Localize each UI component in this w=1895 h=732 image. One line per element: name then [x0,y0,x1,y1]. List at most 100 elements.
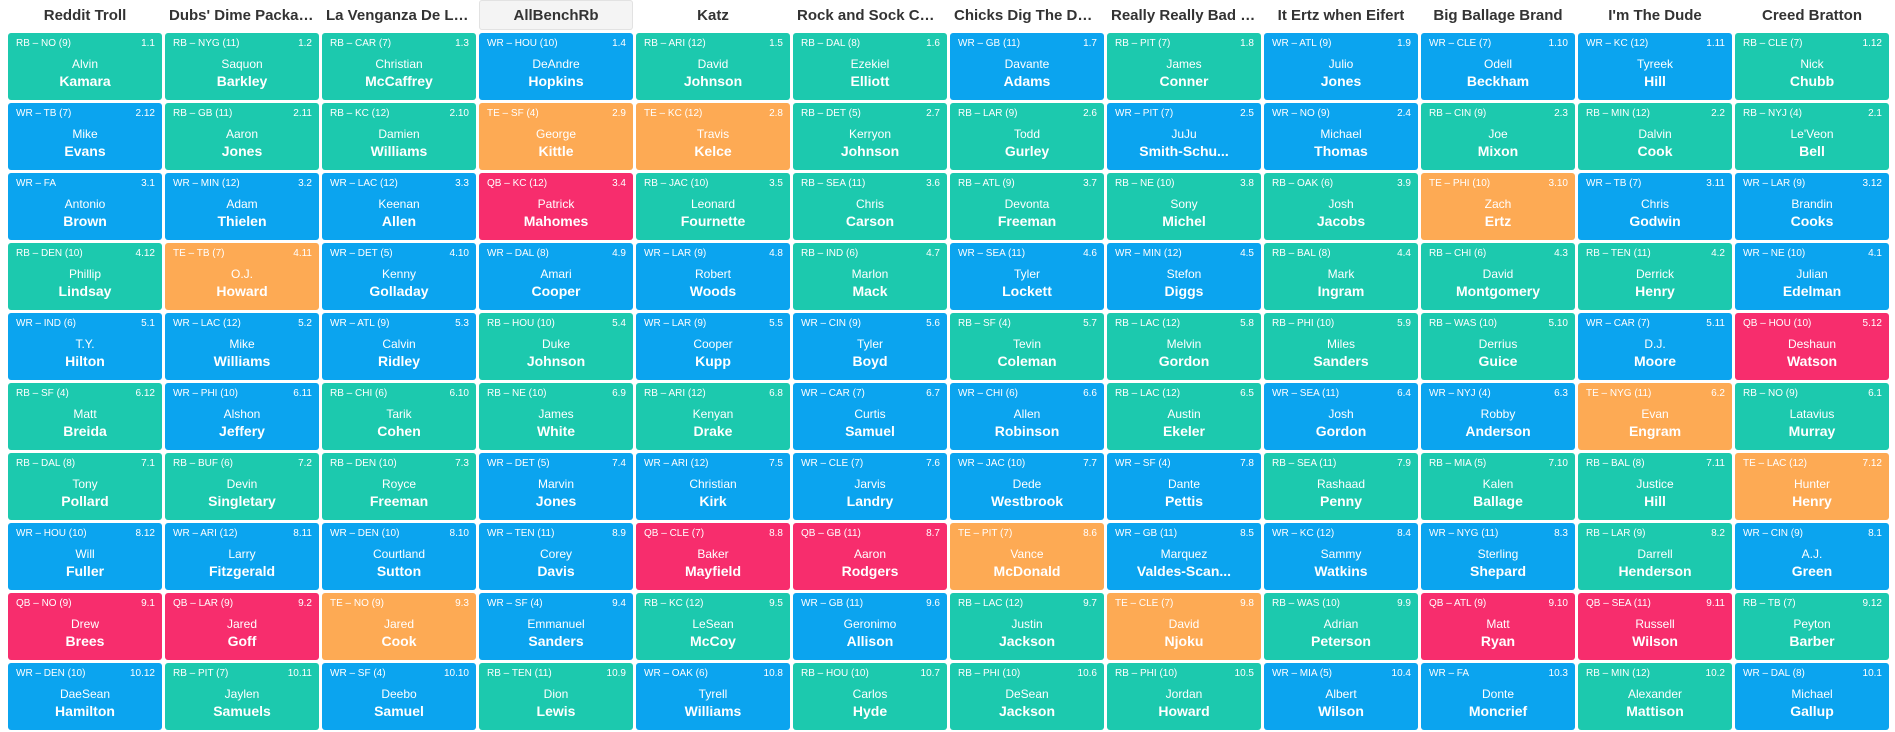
pick-card[interactable]: WR – HOU (10) 8.12 Will Fuller [8,523,162,590]
pick-card[interactable]: RB – CIN (9) 2.3 Joe Mixon [1421,103,1575,170]
pick-card[interactable]: RB – SEA (11) 7.9 Rashaad Penny [1264,453,1418,520]
pick-card[interactable]: RB – DEN (10) 4.12 Phillip Lindsay [8,243,162,310]
team-header[interactable]: Big Ballage Brand [1421,0,1575,30]
pick-card[interactable]: RB – BUF (6) 7.2 Devin Singletary [165,453,319,520]
pick-card[interactable]: QB – HOU (10) 5.12 Deshaun Watson [1735,313,1889,380]
pick-card[interactable]: RB – NE (10) 6.9 James White [479,383,633,450]
pick-card[interactable]: WR – GB (11) 8.5 Marquez Valdes-Scan... [1107,523,1261,590]
team-header[interactable]: Really Really Bad JuJu [1107,0,1261,30]
pick-card[interactable]: WR – HOU (10) 1.4 DeAndre Hopkins [479,33,633,100]
pick-card[interactable]: RB – NYJ (4) 2.1 Le'Veon Bell [1735,103,1889,170]
pick-card[interactable]: WR – LAR (9) 5.5 Cooper Kupp [636,313,790,380]
pick-card[interactable]: WR – CIN (9) 5.6 Tyler Boyd [793,313,947,380]
pick-card[interactable]: RB – PHI (10) 10.5 Jordan Howard [1107,663,1261,730]
pick-card[interactable]: WR – SF (4) 9.4 Emmanuel Sanders [479,593,633,660]
pick-card[interactable]: QB – ATL (9) 9.10 Matt Ryan [1421,593,1575,660]
pick-card[interactable]: RB – CLE (7) 1.12 Nick Chubb [1735,33,1889,100]
pick-card[interactable]: RB – KC (12) 9.5 LeSean McCoy [636,593,790,660]
pick-card[interactable]: RB – SF (4) 5.7 Tevin Coleman [950,313,1104,380]
team-header[interactable]: Reddit Troll [8,0,162,30]
pick-card[interactable]: RB – LAC (12) 6.5 Austin Ekeler [1107,383,1261,450]
pick-card[interactable]: RB – KC (12) 2.10 Damien Williams [322,103,476,170]
team-header[interactable]: AllBenchRb [479,0,633,30]
pick-card[interactable]: WR – NYG (11) 8.3 Sterling Shepard [1421,523,1575,590]
team-header[interactable]: It Ertz when Eifert [1264,0,1418,30]
pick-card[interactable]: RB – LAC (12) 9.7 Justin Jackson [950,593,1104,660]
pick-card[interactable]: RB – GB (11) 2.11 Aaron Jones [165,103,319,170]
pick-card[interactable]: WR – CAR (7) 5.11 D.J. Moore [1578,313,1732,380]
pick-card[interactable]: WR – PIT (7) 2.5 JuJu Smith-Schu... [1107,103,1261,170]
pick-card[interactable]: RB – WAS (10) 9.9 Adrian Peterson [1264,593,1418,660]
pick-card[interactable]: RB – NO (9) 1.1 Alvin Kamara [8,33,162,100]
team-header[interactable]: La Venganza De Los C... [322,0,476,30]
pick-card[interactable]: WR – NE (10) 4.1 Julian Edelman [1735,243,1889,310]
pick-card[interactable]: WR – TB (7) 2.12 Mike Evans [8,103,162,170]
pick-card[interactable]: RB – PHI (10) 10.6 DeSean Jackson [950,663,1104,730]
pick-card[interactable]: WR – LAC (12) 3.3 Keenan Allen [322,173,476,240]
pick-card[interactable]: WR – ATL (9) 1.9 Julio Jones [1264,33,1418,100]
pick-card[interactable]: TE – SF (4) 2.9 George Kittle [479,103,633,170]
pick-card[interactable]: RB – MIN (12) 10.2 Alexander Mattison [1578,663,1732,730]
pick-card[interactable]: RB – WAS (10) 5.10 Derrius Guice [1421,313,1575,380]
pick-card[interactable]: WR – CAR (7) 6.7 Curtis Samuel [793,383,947,450]
pick-card[interactable]: WR – CLE (7) 1.10 Odell Beckham [1421,33,1575,100]
pick-card[interactable]: WR – OAK (6) 10.8 Tyrell Williams [636,663,790,730]
pick-card[interactable]: RB – MIN (12) 2.2 Dalvin Cook [1578,103,1732,170]
pick-card[interactable]: RB – NE (10) 3.8 Sony Michel [1107,173,1261,240]
pick-card[interactable]: WR – MIN (12) 3.2 Adam Thielen [165,173,319,240]
pick-card[interactable]: WR – SF (4) 7.8 Dante Pettis [1107,453,1261,520]
pick-card[interactable]: RB – CAR (7) 1.3 Christian McCaffrey [322,33,476,100]
pick-card[interactable]: WR – DEN (10) 8.10 Courtland Sutton [322,523,476,590]
pick-card[interactable]: RB – LAR (9) 8.2 Darrell Henderson [1578,523,1732,590]
pick-card[interactable]: WR – CHI (6) 6.6 Allen Robinson [950,383,1104,450]
pick-card[interactable]: RB – PIT (7) 1.8 James Conner [1107,33,1261,100]
pick-card[interactable]: WR – TB (7) 3.11 Chris Godwin [1578,173,1732,240]
pick-card[interactable]: TE – TB (7) 4.11 O.J. Howard [165,243,319,310]
pick-card[interactable]: RB – PHI (10) 5.9 Miles Sanders [1264,313,1418,380]
pick-card[interactable]: RB – ARI (12) 1.5 David Johnson [636,33,790,100]
pick-card[interactable]: RB – OAK (6) 3.9 Josh Jacobs [1264,173,1418,240]
pick-card[interactable]: RB – NYG (11) 1.2 Saquon Barkley [165,33,319,100]
pick-card[interactable]: WR – ATL (9) 5.3 Calvin Ridley [322,313,476,380]
team-header[interactable]: Chicks Dig The Deep ... [950,0,1104,30]
pick-card[interactable]: WR – DEN (10) 10.12 DaeSean Hamilton [8,663,162,730]
pick-card[interactable]: QB – KC (12) 3.4 Patrick Mahomes [479,173,633,240]
pick-card[interactable]: TE – PHI (10) 3.10 Zach Ertz [1421,173,1575,240]
pick-card[interactable]: RB – DAL (8) 1.6 Ezekiel Elliott [793,33,947,100]
pick-card[interactable]: QB – CLE (7) 8.8 Baker Mayfield [636,523,790,590]
pick-card[interactable]: RB – ATL (9) 3.7 Devonta Freeman [950,173,1104,240]
pick-card[interactable]: WR – SF (4) 10.10 Deebo Samuel [322,663,476,730]
pick-card[interactable]: WR – GB (11) 1.7 Davante Adams [950,33,1104,100]
pick-card[interactable]: QB – SEA (11) 9.11 Russell Wilson [1578,593,1732,660]
pick-card[interactable]: RB – BAL (8) 4.4 Mark Ingram [1264,243,1418,310]
pick-card[interactable]: WR – SEA (11) 6.4 Josh Gordon [1264,383,1418,450]
pick-card[interactable]: RB – ARI (12) 6.8 Kenyan Drake [636,383,790,450]
pick-card[interactable]: WR – ARI (12) 7.5 Christian Kirk [636,453,790,520]
team-header[interactable]: Rock and Sock Conne... [793,0,947,30]
pick-card[interactable]: TE – KC (12) 2.8 Travis Kelce [636,103,790,170]
pick-card[interactable]: RB – PIT (7) 10.11 Jaylen Samuels [165,663,319,730]
pick-card[interactable]: RB – SEA (11) 3.6 Chris Carson [793,173,947,240]
pick-card[interactable]: RB – IND (6) 4.7 Marlon Mack [793,243,947,310]
pick-card[interactable]: RB – DEN (10) 7.3 Royce Freeman [322,453,476,520]
pick-card[interactable]: WR – TEN (11) 8.9 Corey Davis [479,523,633,590]
pick-card[interactable]: WR – LAR (9) 3.12 Brandin Cooks [1735,173,1889,240]
pick-card[interactable]: RB – NO (9) 6.1 Latavius Murray [1735,383,1889,450]
pick-card[interactable]: WR – KC (12) 8.4 Sammy Watkins [1264,523,1418,590]
pick-card[interactable]: RB – MIA (5) 7.10 Kalen Ballage [1421,453,1575,520]
pick-card[interactable]: WR – FA 3.1 Antonio Brown [8,173,162,240]
team-header[interactable]: I'm The Dude [1578,0,1732,30]
pick-card[interactable]: WR – MIA (5) 10.4 Albert Wilson [1264,663,1418,730]
pick-card[interactable]: TE – CLE (7) 9.8 David Njoku [1107,593,1261,660]
pick-card[interactable]: WR – NYJ (4) 6.3 Robby Anderson [1421,383,1575,450]
pick-card[interactable]: WR – KC (12) 1.11 Tyreek Hill [1578,33,1732,100]
pick-card[interactable]: RB – TEN (11) 10.9 Dion Lewis [479,663,633,730]
pick-card[interactable]: TE – LAC (12) 7.12 Hunter Henry [1735,453,1889,520]
pick-card[interactable]: TE – NO (9) 9.3 Jared Cook [322,593,476,660]
pick-card[interactable]: WR – FA 10.3 Donte Moncrief [1421,663,1575,730]
pick-card[interactable]: QB – LAR (9) 9.2 Jared Goff [165,593,319,660]
pick-card[interactable]: RB – TB (7) 9.12 Peyton Barber [1735,593,1889,660]
pick-card[interactable]: WR – PHI (10) 6.11 Alshon Jeffery [165,383,319,450]
pick-card[interactable]: RB – DET (5) 2.7 Kerryon Johnson [793,103,947,170]
pick-card[interactable]: WR – DET (5) 7.4 Marvin Jones [479,453,633,520]
